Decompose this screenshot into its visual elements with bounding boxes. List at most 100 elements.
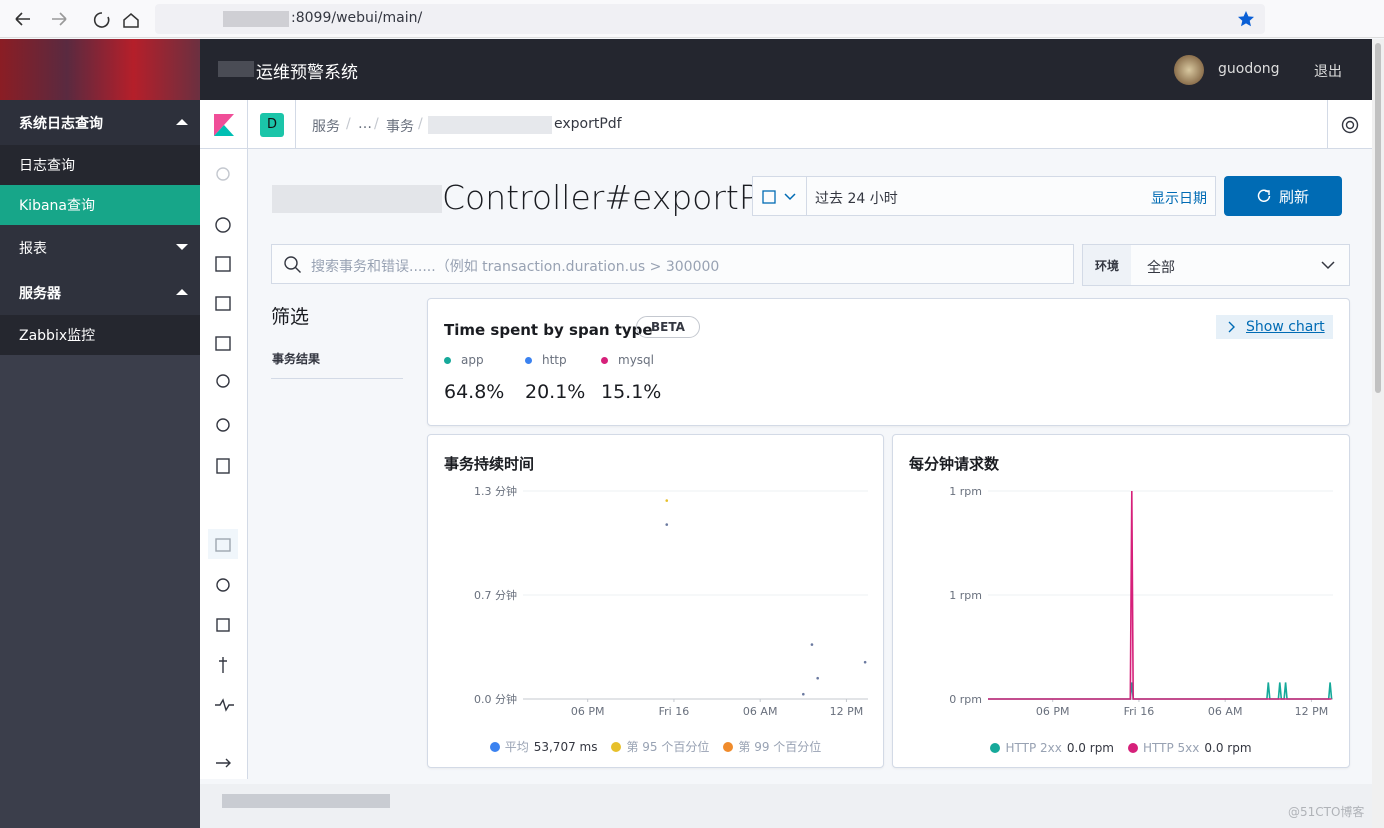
logout[interactable]: 退出 — [1314, 64, 1342, 80]
menu-label: 系统日志查询 — [19, 115, 103, 132]
menu-label: 日志查询 — [19, 158, 75, 174]
calendar-icon[interactable] — [761, 188, 801, 206]
legend-dot — [1128, 743, 1138, 753]
menu-item[interactable]: 日志查询 — [0, 145, 200, 185]
nav-buttons[interactable] — [10, 8, 150, 30]
search-field[interactable]: 搜索事务和错误......（例如 transaction.duration.us… — [271, 244, 1074, 284]
menu-group[interactable]: 报表 — [0, 225, 200, 270]
beta-badge: BETA — [636, 316, 700, 338]
app-title: 运维预警系统 — [256, 63, 358, 83]
data-point — [816, 676, 819, 680]
title-text: Controller#exportPdf — [442, 178, 792, 217]
kibana-logo[interactable] — [214, 114, 234, 136]
bookmark-star[interactable] — [1237, 10, 1255, 28]
legend-dot — [525, 356, 532, 364]
time-range: 过去 24 小时 — [815, 191, 898, 207]
divider — [271, 378, 403, 379]
x-tick-label: Fri 16 — [659, 705, 690, 718]
chart-card: 事务持续时间 0.0 分钟 0.7 分钟 1.3 分钟 06 PM Fri 16 06 AM… — [427, 434, 884, 768]
url: :8099/webui/main/ — [291, 10, 423, 26]
data-point — [665, 523, 669, 526]
legend-dot — [489, 742, 500, 752]
data-point — [665, 499, 669, 502]
url-field[interactable]: :8099/webui/main/ — [155, 4, 1265, 34]
chart-title: 事务持续时间 — [444, 455, 534, 473]
breadcrumb[interactable]: 服务 — [312, 119, 340, 135]
legend-value: 53,707 ms — [533, 740, 598, 754]
menu-label: Zabbix监控 — [19, 328, 96, 344]
series-line — [988, 682, 1333, 700]
legend-item: HTTP 2xx 0.0 rpm — [990, 741, 1114, 755]
span-legend: mysql — [601, 353, 654, 367]
breadcrumb[interactable]: 事务 — [386, 119, 414, 135]
menu-group[interactable]: 系统日志查询 — [0, 100, 200, 145]
chart: 事务持续时间 0.0 分钟 0.7 分钟 1.3 分钟 06 PM Fri 16 06 AM… — [444, 455, 868, 718]
span-value: 15.1% — [601, 381, 662, 403]
app-header: 运维预警系统 guodong 退出 — [0, 39, 1372, 100]
env-label: 环境 — [1083, 245, 1131, 285]
x-tick-label: 12 PM — [1295, 705, 1329, 718]
legend: 平均 53,707 ms 第 95 个百分位 第 99 个百分位 — [428, 738, 883, 755]
x-tick-label: 06 PM — [1036, 705, 1070, 718]
y-tick-label: 0.0 分钟 — [474, 692, 517, 706]
legend-dot — [723, 742, 734, 752]
filter-item[interactable]: 事务结果 — [272, 352, 321, 366]
menu-label: 服务器 — [19, 285, 61, 302]
legend-dot — [444, 356, 451, 364]
menu-group[interactable]: 服务器 — [0, 270, 200, 315]
search-placeholder: 搜索事务和错误......（例如 transaction.duration.us… — [311, 259, 720, 275]
data-point — [802, 692, 805, 696]
x-tick-label: 06 PM — [571, 705, 605, 718]
filters-title: 筛选 — [271, 306, 310, 328]
legend-label: 第 99 个百分位 — [738, 740, 822, 754]
date-picker[interactable]: 过去 24 小时 显示日期 — [752, 176, 1216, 216]
rail-icons[interactable] — [200, 149, 248, 779]
show-chart[interactable]: Show chart — [1216, 315, 1333, 339]
x-tick-label: Fri 16 — [1124, 705, 1155, 718]
watermark: @51CTO博客 — [1288, 805, 1365, 819]
y-tick-label: 1 rpm — [949, 589, 982, 602]
user-name[interactable]: guodong — [1218, 61, 1280, 77]
legend-item: 第 95 个百分位 — [611, 738, 709, 755]
breadcrumb[interactable]: … — [358, 116, 372, 132]
legend-label: app — [461, 353, 484, 367]
space-badge[interactable]: D — [260, 113, 284, 137]
blurred-text — [218, 61, 254, 77]
blurred-text — [428, 116, 552, 134]
blurred-text — [222, 794, 390, 808]
legend-item: 平均 53,707 ms — [489, 738, 598, 755]
x-tick-label: 06 AM — [1208, 705, 1243, 718]
legend-value: 0.0 rpm — [1066, 741, 1114, 755]
y-tick-label: 0.7 分钟 — [474, 588, 517, 602]
chart-title: 每分钟请求数 — [909, 455, 1000, 473]
show-chart-label: Show chart — [1246, 319, 1325, 335]
legend-label: mysql — [618, 353, 654, 367]
legend-item: HTTP 5xx 0.0 rpm — [1128, 741, 1252, 755]
legend-label: 平均 — [504, 740, 529, 754]
data-point — [863, 660, 867, 664]
refresh-label: 刷新 — [1278, 187, 1309, 206]
menu-item[interactable]: Zabbix监控 — [0, 315, 200, 355]
avatar[interactable] — [1174, 55, 1204, 85]
browser-bar: :8099/webui/main/ — [0, 0, 1384, 38]
menu-label: 报表 — [19, 240, 47, 257]
breadcrumb: exportPdf — [554, 116, 622, 132]
y-tick-label: 1 rpm — [949, 485, 982, 498]
legend-label: http — [542, 353, 567, 367]
menu-item-active[interactable]: Kibana查询 — [0, 185, 200, 225]
chart: 每分钟请求数 0 rpm 1 rpm 1 rpm 06 PM Fri 16 06 AM 12 … — [909, 455, 1333, 718]
kibana-nav: D 服务 / … / 事务 / exportPdf — [200, 100, 1372, 149]
legend-label: 第 95 个百分位 — [626, 740, 710, 754]
help-icon[interactable] — [1341, 116, 1359, 134]
show-dates[interactable]: 显示日期 — [1151, 191, 1207, 207]
env-select[interactable]: 环境 全部 — [1082, 244, 1350, 286]
span-card: Time spent by span type BETA Show chart … — [427, 298, 1350, 426]
span-value: 20.1% — [525, 381, 586, 403]
blurred-host — [223, 11, 289, 27]
legend-dot — [611, 742, 622, 752]
refresh-button[interactable]: 刷新 — [1224, 176, 1342, 216]
series-line — [988, 490, 1332, 700]
card-title: Time spent by span type — [444, 321, 653, 339]
scrollbar[interactable] — [1372, 39, 1384, 828]
